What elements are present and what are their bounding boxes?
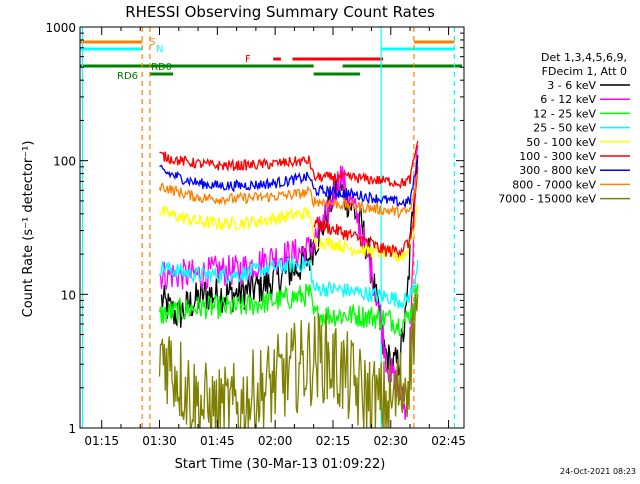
series-line-3 (159, 255, 419, 309)
series-line-2 (158, 283, 419, 337)
timestamp: 24-Oct-2021 08:23 (560, 467, 636, 476)
series-line-7 (158, 173, 419, 220)
y-axis-label: Count Rate (s⁻¹ detector⁻¹) (21, 141, 36, 318)
plot-frame (79, 26, 465, 429)
legend-label-1: 6 - 12 keV (540, 93, 596, 106)
legend-label-0: 3 - 6 keV (547, 79, 596, 92)
series-lines (158, 140, 419, 430)
series-line-5 (313, 166, 419, 259)
legend-label-7: 800 - 7000 keV (512, 178, 596, 191)
x-tick-label-3: 02:00 (258, 434, 293, 448)
y-tick-label-0: 1 (68, 422, 76, 436)
x-tick-label-0: 01:15 (84, 434, 119, 448)
flag-label-f: F (245, 54, 251, 65)
x-tick-label-5: 02:30 (373, 434, 408, 448)
legend-label-3: 25 - 50 keV (533, 122, 596, 135)
x-axis-label: Start Time (30-Mar-13 01:09:22) (175, 457, 386, 472)
legend-label-4: 50 - 100 keV (526, 136, 596, 149)
chart-title: RHESSI Observing Summary Count Rates (125, 3, 435, 21)
x-tick-label-2: 01:45 (200, 434, 235, 448)
legend-label-5: 100 - 300 keV (519, 150, 596, 163)
legend-header-line-1: Det 1,3,4,5,6,9, (541, 51, 627, 64)
y-tick-label-2: 100 (53, 155, 76, 169)
axes: 01:15 01:30 01:45 02:00 02:15 02:30 02:45 1 10 10… (45, 21, 465, 448)
series-line-8 (158, 293, 419, 430)
series-line-9 (159, 140, 419, 190)
flag-bars: SN F RD0 RD6 (80, 37, 463, 82)
flag-label-rd6: RD6 (117, 71, 138, 82)
x-tick-label-1: 01:30 (142, 434, 177, 448)
y-tick-label-1: 10 (61, 288, 76, 302)
legend: Det 1,3,4,5,6,9, FDecim 1, Att 0 3 - 6 k… (498, 51, 630, 206)
x-tick-label-6: 02:45 (431, 434, 466, 448)
legend-label-2: 12 - 25 keV (533, 107, 596, 120)
legend-label-8: 7000 - 15000 keV (498, 193, 596, 206)
series-line-6 (159, 160, 419, 209)
flag-label-s: S (149, 37, 155, 48)
legend-label-6: 300 - 800 keV (519, 164, 596, 177)
legend-header-line-2: FDecim 1, Att 0 (542, 65, 627, 78)
x-tick-label-4: 02:15 (316, 434, 351, 448)
flag-label-rd0: RD0 (151, 62, 172, 73)
flag-label-n: N (156, 44, 163, 55)
y-tick-label-3: 1000 (45, 21, 76, 35)
